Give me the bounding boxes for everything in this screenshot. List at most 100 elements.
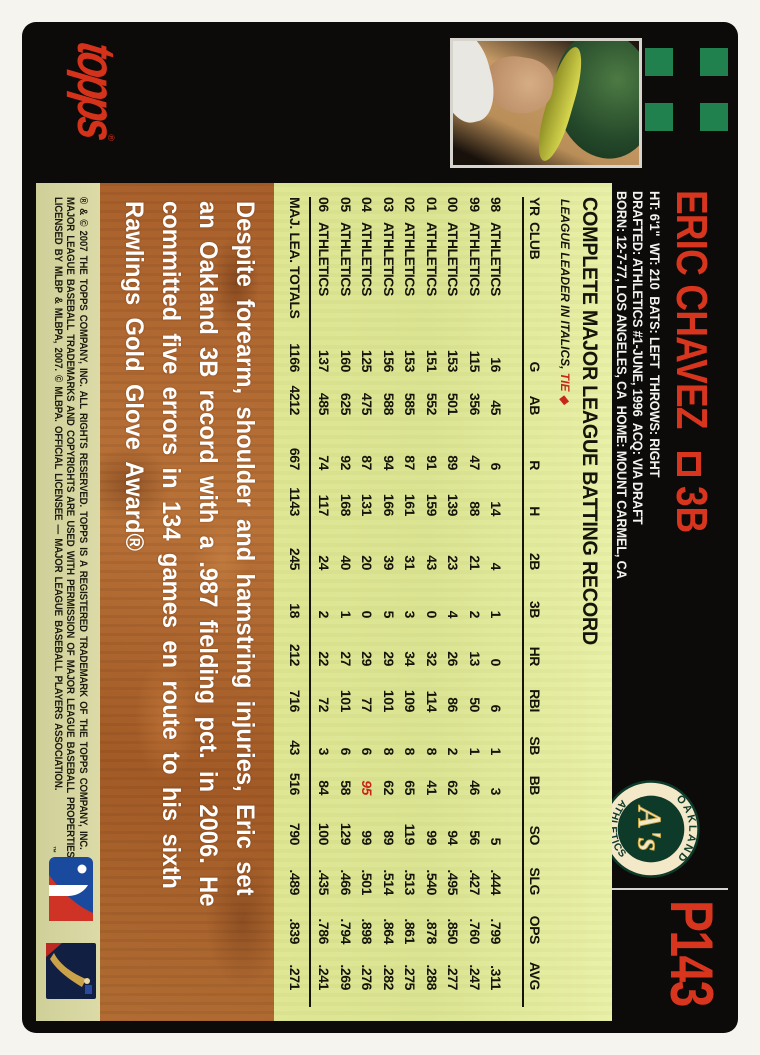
stats-club: ATHLETICS — [423, 222, 440, 296]
stats-col-G: G — [527, 361, 543, 373]
stats-R: 87 — [359, 455, 376, 470]
player-photo — [450, 38, 642, 168]
stats-OPS: .799 — [488, 918, 505, 944]
stats-2B: 23 — [445, 555, 462, 570]
stats-col-RBI: RBI — [527, 689, 543, 712]
stats-RBI: 114 — [423, 690, 440, 712]
stats-HR: 0 — [488, 658, 505, 666]
stats-OPS: .850 — [445, 918, 462, 944]
stats-AVG: .311 — [488, 965, 505, 990]
stats-SLG: .495 — [445, 869, 462, 895]
stats-3B: 0 — [423, 610, 440, 618]
stats-AB: 501 — [445, 392, 462, 415]
mlb-trademark: ™ — [49, 846, 56, 853]
player-name: ERIC CHAVEZ — [667, 190, 716, 429]
green-square-icon — [700, 48, 728, 76]
stats-AVG: .277 — [445, 964, 462, 990]
stats-H: 159 — [423, 493, 440, 516]
stats-RBI: 109 — [402, 689, 419, 712]
stats-2B: 40 — [337, 555, 354, 570]
stats-R: 6 — [488, 462, 505, 470]
stats-HR: 29 — [380, 651, 397, 666]
stats-R: 94 — [380, 455, 397, 470]
stats-SLG: .513 — [402, 869, 419, 895]
stats-panel: COMPLETE MAJOR LEAGUE BATTING RECORD LEA… — [274, 183, 612, 1021]
stats-3B: 3 — [402, 610, 419, 618]
stats-yr: 04 — [359, 197, 376, 212]
stats-AVG: .269 — [337, 964, 354, 990]
stats-BB: 65 — [402, 780, 419, 795]
stats-col-R: R — [527, 460, 543, 470]
stats-note-tie: TIE — [558, 372, 572, 392]
stats-row-02: 02 ATHLETICS 153 585 87 161 31 3 34 109 8 65 119 .513… — [400, 197, 422, 1007]
stats-RBI: 101 — [337, 689, 354, 712]
topps-logo: topps® — [67, 38, 127, 141]
blurb-line: Despite forearm, shoulder and hamstring … — [231, 201, 259, 896]
stats-SLG: .540 — [423, 869, 440, 895]
stats-col-CLUB: CLUB — [527, 222, 543, 260]
bio-line-ht-wt: HT: 6'1" WT: 210 BATS: LEFT THROWS: RIGH… — [647, 191, 662, 478]
stats-G: 153 — [402, 349, 419, 372]
stats-totals-AVG: .271 — [287, 964, 303, 990]
stats-H: 139 — [445, 493, 462, 516]
player-name-bar: ERIC CHAVEZ 3B — [666, 190, 716, 542]
stats-SLG: .514 — [380, 869, 397, 895]
bio-line-born: BORN: 12-7-77, LOS ANGELES, CA HOME: MOU… — [614, 191, 629, 579]
stats-2B: 20 — [359, 555, 376, 570]
stats-SLG: .435 — [316, 869, 333, 895]
stats-club: ATHLETICS — [445, 222, 462, 296]
stats-SB: 6 — [359, 747, 376, 755]
stats-SO: 129 — [337, 822, 354, 845]
stats-SB: 2 — [445, 747, 462, 755]
stats-2B: 43 — [423, 555, 440, 570]
bio-line-drafted: DRAFTED: ATHLETICS #1-JUNE, 1996 ACQ: VI… — [630, 191, 646, 525]
stats-SB: 8 — [380, 747, 397, 755]
stats-col-2B: 2B — [527, 552, 543, 570]
stats-yr: 98 — [488, 197, 505, 212]
stats-totals-G: 1166 — [287, 343, 303, 372]
fine-print-line: ® & © 2007 THE TOPPS COMPANY, INC. ALL R… — [77, 197, 89, 850]
stats-row-05: 05 ATHLETICS 160 625 92 168 40 1 27 101 6 58 129 .466… — [335, 197, 357, 1007]
stats-col-SO: SO — [527, 825, 543, 845]
stats-HR: 27 — [337, 651, 354, 666]
stats-col-SLG: SLG — [527, 867, 543, 895]
stats-yr: 06 — [316, 197, 333, 212]
stats-R: 92 — [337, 455, 354, 470]
stats-club: ATHLETICS — [316, 222, 333, 296]
stats-AB: 588 — [380, 392, 397, 415]
stats-body: 98 ATHLETICS 16 45 6 14 4 1 0 6 1 3 5.444.799.311 99 A… — [314, 197, 508, 1007]
stats-col-3B: 3B — [527, 600, 543, 618]
stats-HR: 26 — [445, 651, 462, 666]
stats-AB: 552 — [423, 392, 440, 415]
stats-SO: 5 — [488, 837, 505, 845]
stats-totals-label: MAJ. LEA. TOTALS — [287, 197, 303, 319]
stats-H: 88 — [466, 501, 483, 516]
stats-3B: 4 — [445, 610, 462, 618]
stats-totals-R: 667 — [287, 447, 303, 470]
player-position: 3B — [667, 485, 716, 534]
blurb-line: Rawlings Gold Glove Award® — [120, 201, 148, 552]
stats-H: 161 — [402, 493, 419, 516]
stats-AVG: .247 — [466, 964, 483, 990]
stats-R: 87 — [402, 455, 419, 470]
stats-title: COMPLETE MAJOR LEAGUE BATTING RECORD — [578, 197, 602, 645]
stats-SO: 99 — [423, 830, 440, 845]
stats-note-prefix: LEAGUE LEADER IN ITALICS, — [558, 199, 572, 373]
stats-AB: 485 — [316, 392, 333, 415]
stats-AVG: .276 — [359, 964, 376, 990]
stats-yr: 05 — [337, 197, 354, 212]
stats-OPS: .786 — [316, 918, 333, 944]
stats-RBI: 6 — [488, 704, 505, 712]
stats-H: 168 — [337, 493, 354, 516]
stats-RBI: 72 — [316, 697, 333, 712]
stats-col-OPS: OPS — [527, 915, 543, 944]
stats-AB: 45 — [488, 400, 505, 415]
stats-G: 16 — [488, 357, 505, 372]
stats-BB: 62 — [380, 780, 397, 795]
fine-print-strip: ® & © 2007 THE TOPPS COMPANY, INC. ALL R… — [36, 183, 100, 1021]
mlb-logo — [49, 857, 93, 921]
stats-HR: 32 — [423, 651, 440, 666]
leader-diamond-icon: ◆ — [558, 394, 572, 405]
stats-totals-RBI: 716 — [287, 689, 303, 712]
